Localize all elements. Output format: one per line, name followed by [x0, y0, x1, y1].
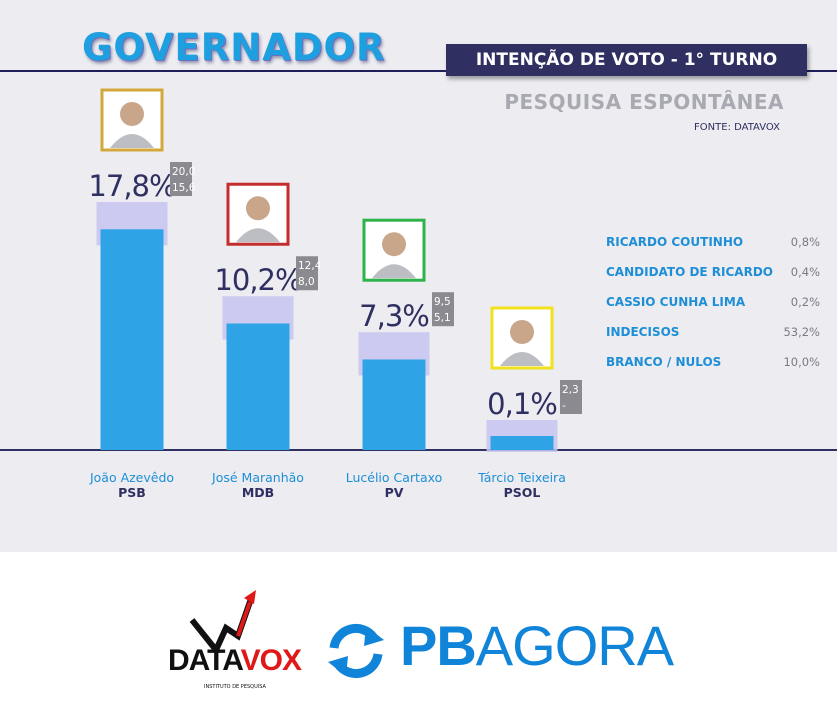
candidate-photo-head: [510, 320, 534, 344]
range-low-label: 8,0: [298, 276, 315, 288]
other-value: 0,2%: [790, 295, 820, 309]
bar: [362, 359, 426, 450]
candidate-photo-body: [236, 228, 280, 243]
header-rule: [0, 70, 837, 72]
range-box: [560, 380, 582, 414]
other-value: 53,2%: [783, 325, 820, 339]
value-label: 0,1%: [487, 387, 557, 421]
other-value: 10,0%: [783, 355, 820, 369]
datavox-vox-text: VOX: [240, 644, 302, 677]
list-item: BRANCO / NULOS 10,0%: [606, 353, 820, 383]
range-high-label: 2,3: [562, 384, 579, 396]
source-note: FONTE: DATAVOX: [694, 122, 780, 133]
candidate-party: PSOL: [504, 485, 541, 500]
subtitle-banner: INTENÇÃO DE VOTO - 1° TURNO: [446, 44, 807, 76]
candidate-party: PV: [385, 485, 404, 500]
value-label: 7,3%: [359, 299, 429, 333]
candidate-party: MDB: [242, 485, 274, 500]
range-high-label: 20,0: [172, 166, 195, 178]
candidate-photo-head: [120, 102, 144, 126]
other-label: BRANCO / NULOS: [606, 355, 722, 369]
range-high-label: 12,4: [298, 260, 322, 272]
candidate-photo-head: [382, 232, 406, 257]
candidate-photo-body: [110, 134, 154, 148]
candidate-name: Tárcio Teixeira: [477, 470, 566, 485]
bar: [226, 323, 290, 450]
candidate-photo-body: [500, 352, 544, 366]
candidate-name: Lucélio Cartaxo: [346, 470, 443, 485]
range-box: [296, 256, 318, 291]
list-item: INDECISOS 53,2%: [606, 323, 820, 353]
survey-type: PESQUISA ESPONTÂNEA: [504, 90, 784, 114]
pbagora-agora-text: AGORA: [475, 614, 674, 677]
range-high-label: 9,5: [434, 296, 451, 308]
other-responses-list: RICARDO COUTINHO 0,8% CANDIDATO DE RICAR…: [606, 233, 820, 383]
bar: [100, 229, 164, 450]
list-item: CANDIDATO DE RICARDO 0,4%: [606, 263, 820, 293]
other-label: CASSIO CUNHA LIMA: [606, 295, 746, 309]
footer-logos: DATAVOX INSTITUTO DE PESQUISA PBAGORA: [0, 552, 837, 713]
range-low-label: -: [562, 400, 566, 412]
list-item: CASSIO CUNHA LIMA 0,2%: [606, 293, 820, 323]
page-title: GOVERNADOR: [82, 26, 386, 69]
pbagora-pb-text: PB: [400, 614, 477, 677]
range-low-label: 15,6: [172, 182, 196, 194]
candidate-photo-head: [246, 196, 270, 221]
pbagora-wordmark: PBAGORA: [400, 614, 674, 678]
chart-panel: GOVERNADOR INTENÇÃO DE VOTO - 1° TURNO P…: [0, 0, 837, 552]
list-item: RICARDO COUTINHO 0,8%: [606, 233, 820, 263]
other-label: CANDIDATO DE RICARDO: [606, 265, 773, 279]
other-label: RICARDO COUTINHO: [606, 235, 744, 249]
datavox-data-text: DATA: [168, 644, 242, 677]
subtitle-text: INTENÇÃO DE VOTO - 1° TURNO: [475, 50, 778, 70]
other-value: 0,4%: [790, 265, 820, 279]
candidate-name: João Azevêdo: [89, 470, 174, 485]
candidate-party: PSB: [118, 485, 146, 500]
candidate-name: José Maranhão: [211, 470, 304, 485]
datavox-logo-icon: [189, 590, 256, 656]
other-label: INDECISOS: [606, 325, 680, 339]
value-label: 17,8%: [88, 169, 175, 203]
candidate-photo-body: [372, 264, 416, 279]
refresh-arrows-icon: [328, 624, 384, 678]
range-low-label: 5,1: [434, 312, 451, 324]
range-box: [432, 292, 454, 327]
other-value: 0,8%: [790, 235, 820, 249]
datavox-wordmark: DATAVOX: [168, 644, 302, 678]
bar: [490, 436, 554, 450]
value-label: 10,2%: [214, 263, 301, 297]
datavox-tagline: INSTITUTO DE PESQUISA: [204, 684, 266, 690]
range-box: [170, 162, 192, 196]
